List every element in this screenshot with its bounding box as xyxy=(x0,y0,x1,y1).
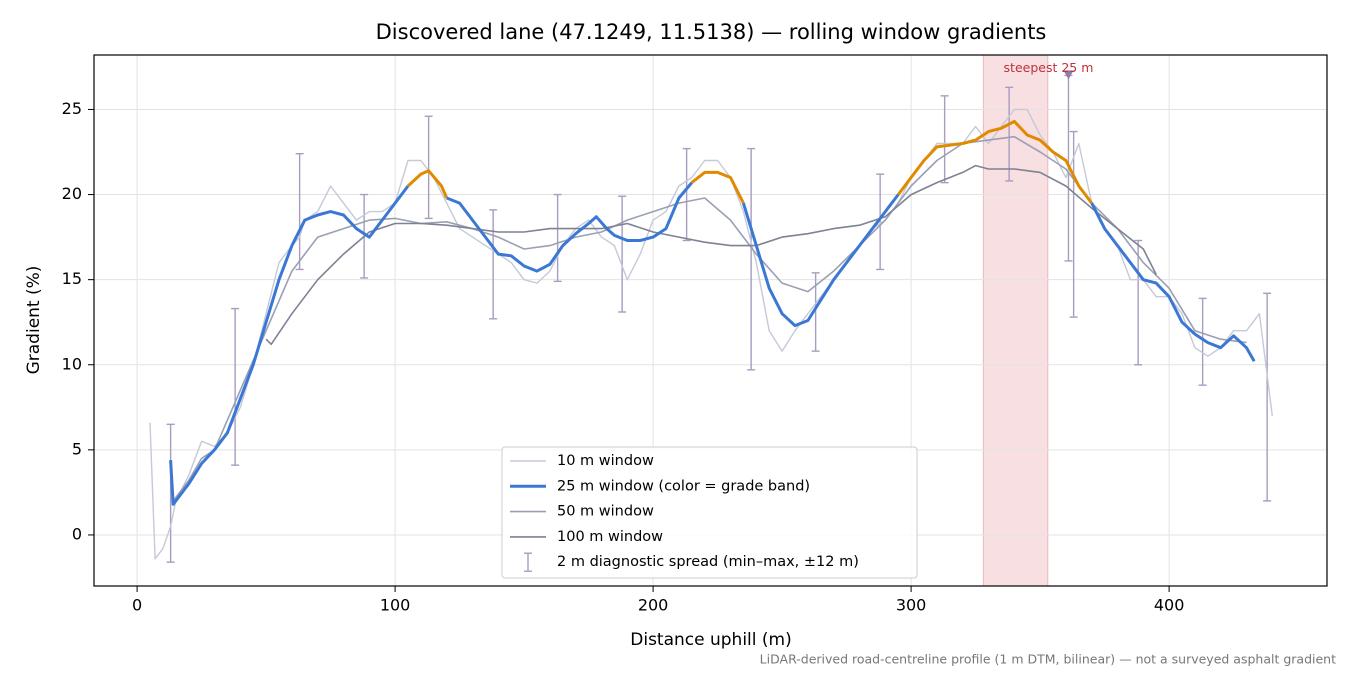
error-bar xyxy=(424,115,433,220)
plot-frame xyxy=(93,54,1328,587)
y-tick-label: 5 xyxy=(72,439,82,458)
error-bar xyxy=(682,147,691,242)
x-axis-label: Distance uphill (m) xyxy=(630,630,791,650)
x-tick-label: 200 xyxy=(638,596,669,615)
chart-title: Discovered lane (47.1249, 11.5138) — rol… xyxy=(376,20,1047,44)
y-tick-label: 25 xyxy=(62,99,82,118)
error-bar xyxy=(1069,130,1078,318)
steepest-marker xyxy=(1063,70,1074,80)
error-bar xyxy=(747,147,756,371)
series-line xyxy=(741,193,900,328)
error-bar xyxy=(1134,239,1143,366)
series-line xyxy=(1090,202,1256,363)
x-tick-label: 400 xyxy=(1154,596,1185,615)
x-tick-label: 300 xyxy=(896,596,927,615)
legend-label: 25 m window (color = grade band) xyxy=(557,478,810,494)
error-bar xyxy=(1198,297,1207,386)
y-axis-label: Gradient (%) xyxy=(24,266,44,375)
error-bar xyxy=(1263,292,1272,502)
error-bar xyxy=(166,423,175,563)
footnote: LiDAR-derived road-centreline profile (1… xyxy=(760,652,1336,667)
series-line xyxy=(406,169,449,199)
series-line xyxy=(169,185,410,506)
error-bar xyxy=(876,173,885,271)
x-tick-label: 0 xyxy=(132,596,142,615)
series-line xyxy=(897,119,1093,205)
error-bar xyxy=(940,95,949,184)
legend-swatch xyxy=(524,552,532,572)
y-tick-label: 0 xyxy=(72,524,82,543)
error-bar xyxy=(231,307,240,466)
series-line xyxy=(169,135,1247,502)
highlight-span xyxy=(982,54,1049,587)
annotation-label: steepest 25 m xyxy=(1004,60,1094,75)
y-tick-label: 15 xyxy=(62,269,82,288)
series-line xyxy=(446,181,693,273)
error-bar xyxy=(1005,86,1014,182)
x-tick-label: 100 xyxy=(380,596,411,615)
series-line xyxy=(265,164,1157,346)
error-bar xyxy=(295,153,304,271)
legend-label: 2 m diagnostic spread (min–max, ±12 m) xyxy=(557,554,859,570)
error-bar xyxy=(618,195,627,313)
legend-label: 50 m window xyxy=(557,504,654,520)
legend-label: 10 m window xyxy=(557,453,654,469)
y-tick-label: 20 xyxy=(62,184,82,203)
y-tick-label: 10 xyxy=(62,354,82,373)
error-bar xyxy=(553,193,562,283)
error-bar xyxy=(489,209,498,320)
legend-box xyxy=(501,446,918,579)
series-line xyxy=(690,170,745,204)
legend-label: 100 m window xyxy=(557,529,663,545)
